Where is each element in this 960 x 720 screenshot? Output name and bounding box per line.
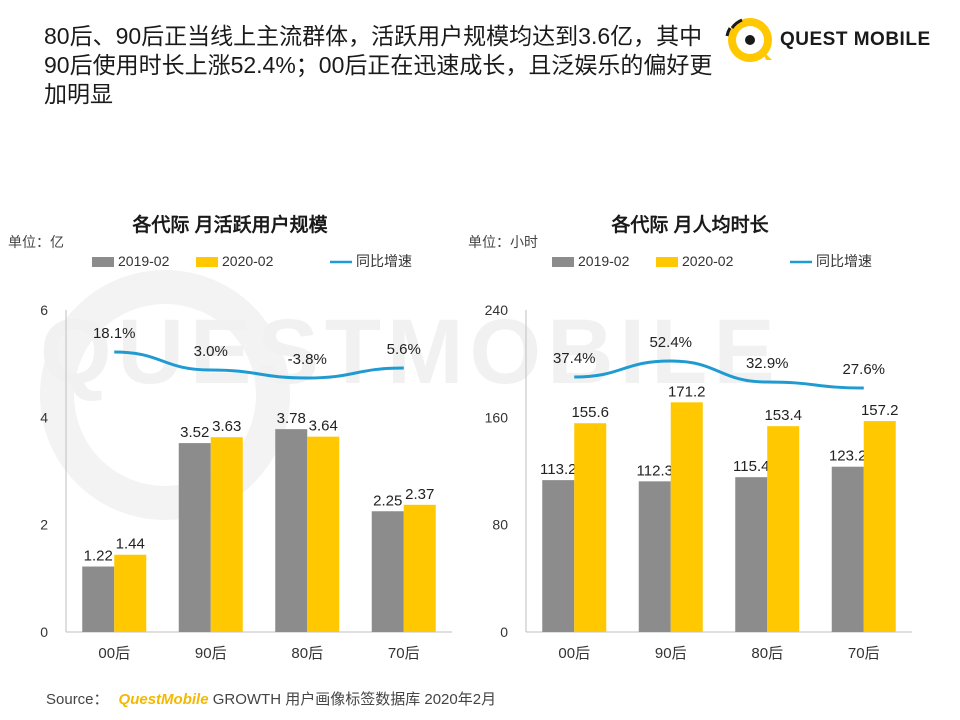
bar-2019-02: [178, 443, 211, 632]
source-label: Source：: [46, 691, 109, 708]
y-tick-label: 2: [40, 517, 48, 533]
bar-2019-02: [831, 466, 864, 632]
bar-2019-02: [542, 480, 575, 632]
bar-2019-02: [638, 481, 671, 632]
x-tick-label: 90后: [655, 645, 687, 662]
bar-value-label: 3.64: [309, 418, 338, 435]
source-brand: QuestMobile: [118, 691, 209, 708]
x-tick-label: 70后: [848, 645, 880, 662]
legend-label: 2019-02: [118, 253, 170, 269]
growth-label: 37.4%: [553, 350, 596, 367]
x-tick-label: 00后: [558, 645, 590, 662]
legend-swatch-2020: [196, 257, 218, 267]
bar-value-label: 115.4: [733, 458, 769, 475]
growth-line: [114, 350, 404, 380]
chart-title: 各代际 月人均时长: [611, 215, 769, 236]
bar-value-label: 3.78: [277, 410, 306, 427]
bar-value-label: 153.4: [764, 407, 802, 424]
x-tick-label: 80后: [751, 645, 783, 662]
legend-label: 2019-02: [578, 253, 630, 269]
growth-label: 52.4%: [649, 334, 692, 351]
bar-2020-02: [670, 402, 703, 632]
chart-svg: 2019-02 2020-02 同比增速 0 80 160 240 113.2 155.6 00后…: [485, 253, 912, 662]
chart-legend: 2019-02 2020-02 同比增速: [92, 253, 412, 269]
y-tick-label: 0: [500, 624, 508, 640]
bar-value-label: 171.2: [668, 383, 706, 400]
bar-2020-02: [863, 421, 896, 632]
legend-swatch-2020: [656, 257, 678, 267]
bar-value-label: 123.2: [829, 448, 867, 465]
bar-2020-02: [307, 436, 340, 632]
growth-label: 32.9%: [746, 355, 789, 372]
bar-2020-02: [114, 554, 147, 632]
legend-label: 同比增速: [356, 253, 412, 269]
bar-value-label: 2.37: [405, 486, 434, 503]
source-text: GROWTH 用户画像标签数据库 2020年2月: [212, 691, 497, 708]
y-tick-label: 80: [492, 517, 508, 533]
y-tick-label: 4: [40, 409, 48, 425]
y-tick-label: 0: [40, 624, 48, 640]
x-tick-label: 90后: [195, 645, 227, 662]
x-tick-label: 80后: [291, 645, 323, 662]
bar-value-label: 113.2: [540, 461, 576, 478]
y-tick-label: 6: [40, 302, 48, 318]
bar-2020-02: [574, 423, 607, 632]
bar-value-label: 1.22: [84, 548, 113, 565]
y-tick-label: 160: [485, 409, 509, 425]
growth-label: -3.8%: [288, 351, 327, 368]
bar-value-label: 2.25: [373, 492, 402, 509]
chart-duration: 各代际 月人均时长 单位：小时 2019-02 2020-02 同比增速 0 80 160…: [460, 200, 920, 670]
logo-text: QUEST MOBILE: [780, 29, 931, 50]
bar-value-label: 157.2: [861, 402, 899, 419]
chart-unit: 单位：小时: [468, 234, 538, 250]
growth-label: 18.1%: [93, 325, 136, 342]
bar-2019-02: [371, 511, 404, 632]
bar-value-label: 1.44: [116, 536, 145, 553]
bar-2019-02: [82, 566, 115, 632]
growth-label: 27.6%: [842, 361, 885, 378]
legend-swatch-2019: [92, 257, 114, 267]
chart-title: 各代际 月活跃用户规模: [132, 215, 328, 236]
watermark-text: QUESTMOBILE: [40, 301, 781, 403]
growth-line: [574, 359, 864, 390]
bar-2019-02: [735, 477, 768, 632]
x-tick-label: 00后: [98, 645, 130, 662]
bar-2020-02: [767, 426, 800, 632]
page-headline: 80后、90后正当线上主流群体，活跃用户规模均达到3.6亿，其中90后使用时长上…: [44, 23, 713, 107]
bar-value-label: 155.6: [571, 404, 609, 421]
legend-label: 2020-02: [682, 253, 734, 269]
chart-unit: 单位：亿: [8, 234, 64, 250]
bar-2020-02: [210, 437, 243, 632]
bar-value-label: 3.52: [180, 424, 209, 441]
chart-svg: 2019-02 2020-02 同比增速 0 2 4 6 1.221.44 00后 18.1% 3.…: [40, 253, 452, 662]
growth-label: 5.6%: [387, 341, 421, 358]
bar-value-label: 112.3: [637, 462, 673, 479]
bar-2020-02: [403, 504, 436, 632]
y-tick-label: 240: [485, 302, 509, 318]
legend-label: 2020-02: [222, 253, 274, 269]
growth-label: 3.0%: [194, 343, 228, 360]
logo-icon: [725, 18, 772, 62]
bar-value-label: 3.63: [212, 418, 241, 435]
source-note: Source： QuestMobile GROWTH 用户画像标签数据库 2020…: [46, 688, 496, 709]
chart-legend: 2019-02 2020-02 同比增速: [552, 253, 872, 269]
legend-label: 同比增速: [816, 253, 872, 269]
legend-swatch-2019: [552, 257, 574, 267]
x-tick-label: 70后: [388, 645, 420, 662]
chart-mau: 各代际 月活跃用户规模 单位：亿 2019-02 2020-02 同比增速 0 2 4 6 1…: [0, 200, 460, 670]
quest-mobile-logo: QUEST MOBILE: [724, 12, 934, 68]
bar-2019-02: [275, 429, 308, 632]
